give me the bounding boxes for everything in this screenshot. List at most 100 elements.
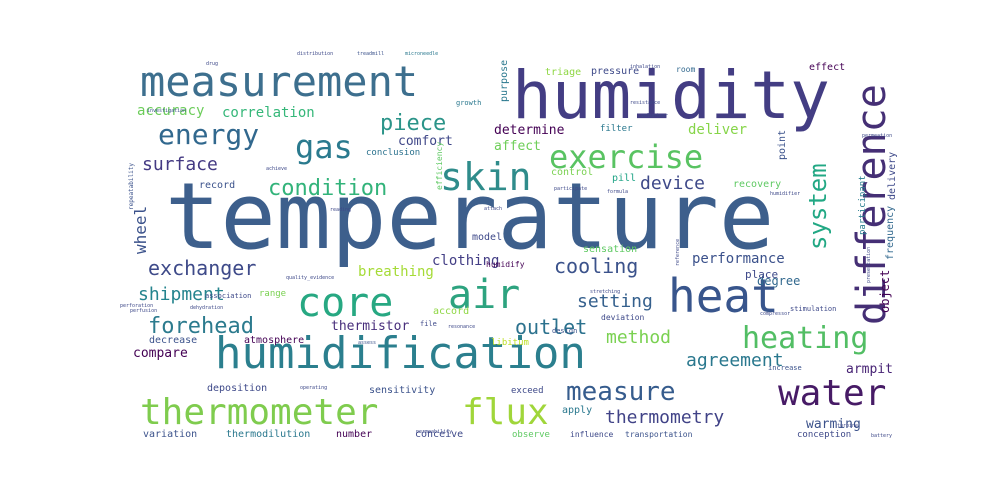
cloud-word: flux — [462, 392, 549, 433]
cloud-word: reading — [330, 207, 351, 213]
cloud-word: humidify — [486, 260, 525, 269]
cloud-word: compare — [133, 346, 188, 361]
cloud-word: energy — [158, 118, 259, 151]
cloud-word: degree — [757, 274, 800, 288]
cloud-word: resistance — [630, 100, 660, 106]
cloud-word: thermodilution — [226, 429, 310, 440]
cloud-word: gas — [295, 128, 353, 166]
cloud-word: permeation — [862, 133, 892, 139]
cloud-word: design — [552, 327, 577, 335]
cloud-word: accuracy — [137, 103, 204, 119]
cloud-word: point — [777, 130, 788, 160]
cloud-word: participate — [554, 186, 587, 192]
cloud-word: inhalation — [630, 64, 660, 70]
cloud-word: piece — [380, 111, 446, 136]
cloud-word: achieve — [266, 166, 287, 172]
cloud-word: resonance — [448, 324, 475, 330]
cloud-word: delivery — [887, 152, 898, 200]
cloud-word: dehydration — [190, 305, 223, 311]
cloud-word: transportation — [625, 430, 693, 439]
cloud-word: influence — [570, 430, 614, 439]
cloud-word: difference — [849, 84, 895, 325]
cloud-word: temperature — [165, 163, 774, 270]
cloud-word: attach — [484, 206, 502, 212]
cloud-word: measurement — [140, 57, 418, 106]
cloud-word: cooling — [554, 254, 638, 278]
cloud-word: efficiency — [435, 142, 444, 190]
cloud-word: sensation — [583, 244, 637, 255]
cloud-word: humidifier — [770, 191, 800, 197]
cloud-word: object — [878, 270, 892, 313]
cloud-word: sensitivity — [369, 385, 435, 396]
cloud-word: outlet — [515, 315, 587, 339]
cloud-word: drug — [206, 61, 218, 67]
cloud-word: purpose — [499, 60, 510, 102]
cloud-word: exercise — [549, 138, 703, 176]
cloud-word: control — [551, 167, 593, 178]
cloud-word: distribution — [297, 51, 333, 57]
cloud-word: participant — [858, 175, 868, 235]
cloud-word: determine — [494, 123, 565, 138]
cloud-word: investigation — [147, 108, 186, 114]
cloud-word: comfort — [398, 134, 453, 149]
cloud-word: repeatability — [128, 163, 135, 210]
cloud-word: water — [778, 373, 886, 414]
cloud-word: observe — [512, 430, 550, 440]
cloud-word: method — [606, 327, 671, 348]
cloud-word: armpit — [846, 362, 893, 377]
cloud-word: stimulation — [790, 305, 836, 313]
cloud-word: heating — [742, 321, 868, 356]
cloud-word: system — [804, 163, 832, 250]
cloud-word: deliver — [688, 122, 747, 138]
cloud-word: exchanger — [148, 256, 256, 280]
cloud-word: humidification — [215, 328, 586, 379]
cloud-word: performance — [692, 251, 785, 267]
cloud-word: correlation — [222, 105, 315, 121]
cloud-word: core — [297, 280, 393, 326]
cloud-word: humidity — [512, 57, 830, 134]
cloud-word: clothing — [432, 253, 499, 269]
cloud-word: reference — [675, 239, 681, 266]
cloud-word: turbine — [837, 423, 858, 429]
cloud-word: apply — [562, 405, 592, 416]
cloud-word: thermistor — [331, 319, 409, 334]
cloud-word: compressor — [760, 311, 790, 317]
cloud-word: atmosphere — [244, 335, 304, 346]
cloud-word: record — [199, 180, 235, 191]
cloud-word: model — [472, 232, 502, 243]
cloud-word: permeability — [416, 429, 452, 435]
cloud-word: assess — [358, 340, 376, 346]
cloud-word: filter — [600, 124, 633, 134]
cloud-word: thermometer — [140, 392, 378, 433]
cloud-word: setting — [577, 291, 653, 312]
cloud-word: skin — [440, 155, 532, 199]
cloud-word: conclusion — [366, 148, 420, 158]
cloud-word: range — [259, 289, 286, 299]
cloud-word: perforation — [120, 303, 153, 309]
cloud-word: accord — [433, 306, 469, 317]
cloud-word: conception — [797, 430, 851, 440]
cloud-word: operating — [300, 385, 327, 391]
cloud-word: decrease — [149, 335, 197, 346]
cloud-word: libitum — [491, 338, 529, 348]
cloud-word: file — [420, 320, 437, 328]
cloud-word: surface — [142, 154, 218, 175]
cloud-word: formula — [607, 189, 628, 195]
cloud-word: place — [745, 268, 778, 281]
cloud-word: measure — [566, 377, 676, 407]
cloud-word: effect — [809, 62, 845, 73]
cloud-word: wheel — [131, 206, 150, 254]
cloud-word: breathing — [358, 264, 434, 280]
cloud-word: stretching — [590, 289, 620, 295]
cloud-word: conceive — [415, 429, 463, 440]
cloud-word: exceed — [511, 386, 544, 396]
cloud-word: microneedle — [405, 51, 438, 57]
cloud-word: number — [336, 429, 372, 440]
cloud-word: association — [205, 292, 251, 300]
cloud-word: deposition — [207, 383, 267, 394]
cloud-word: deviation — [601, 313, 645, 322]
cloud-word: volunteer — [641, 113, 668, 119]
cloud-word: frequency — [885, 206, 896, 260]
cloud-word: presentation — [866, 247, 872, 283]
